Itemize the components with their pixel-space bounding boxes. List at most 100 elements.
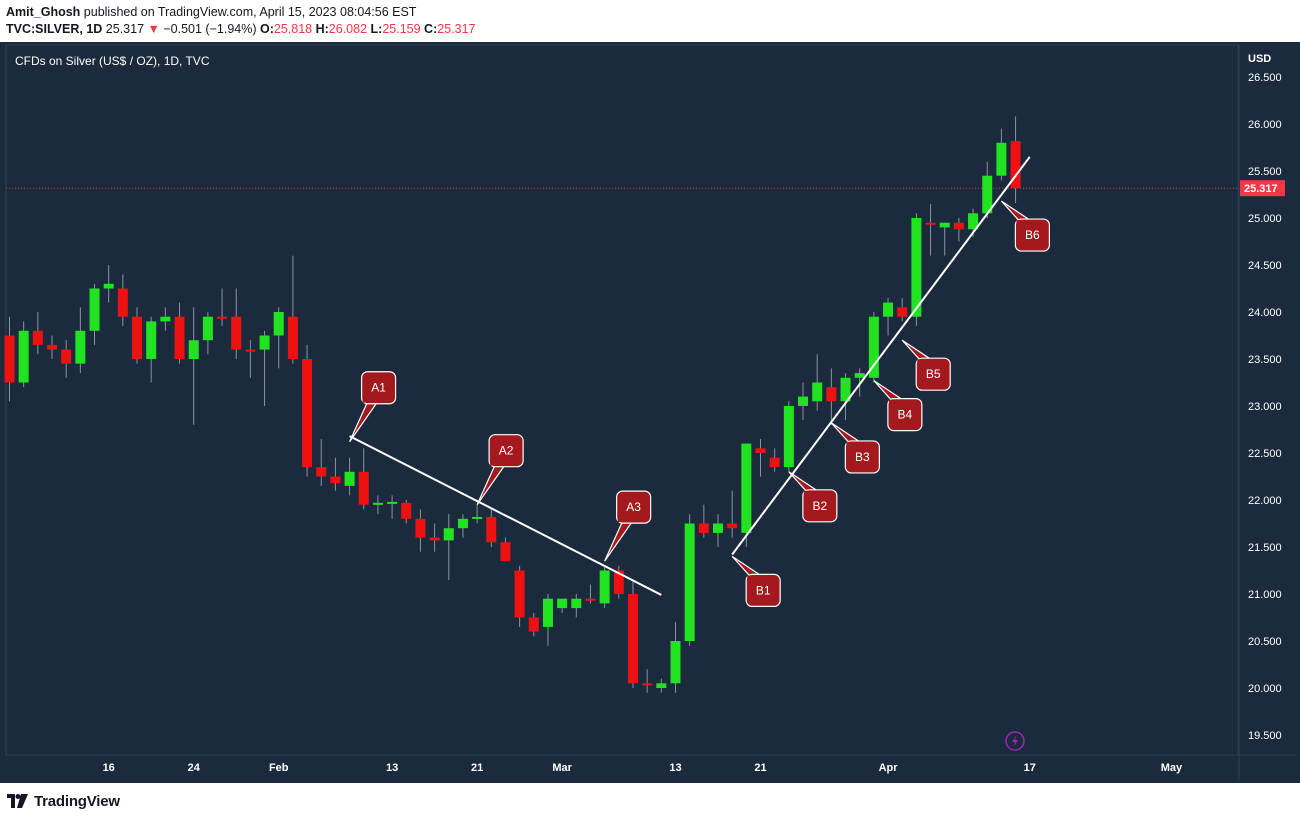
currency-label: USD xyxy=(1248,53,1271,65)
candle xyxy=(75,307,86,374)
candle xyxy=(642,669,653,693)
x-tick-label: May xyxy=(1161,762,1183,774)
candle-body xyxy=(358,471,369,505)
chart-background xyxy=(0,42,1300,783)
down-arrow-icon: ▼ xyxy=(147,22,160,36)
ohlc-open: O:25.818 xyxy=(260,22,316,36)
last-price-tag: 25.317 xyxy=(1240,180,1285,197)
y-tick-label: 26.500 xyxy=(1248,72,1282,84)
candle-body xyxy=(302,359,313,468)
candle xyxy=(32,312,43,355)
lightning-icon[interactable] xyxy=(1005,731,1025,751)
y-tick-label: 25.500 xyxy=(1248,166,1282,178)
y-tick-label: 19.500 xyxy=(1248,730,1282,742)
y-tick-label: 22.000 xyxy=(1248,495,1282,507)
callout-joint xyxy=(747,575,768,579)
candle-body xyxy=(741,443,752,533)
candle-body xyxy=(698,523,709,533)
candle-body xyxy=(883,302,894,317)
annotation-callout[interactable]: B2 xyxy=(788,471,838,523)
candle-body xyxy=(868,316,879,378)
candle-body xyxy=(500,542,511,562)
annotation-callout[interactable]: A1 xyxy=(349,371,397,443)
candle-body xyxy=(897,307,908,317)
candle-body xyxy=(939,222,950,228)
chart-footer: TradingView xyxy=(0,783,1300,819)
trendline-support[interactable] xyxy=(731,156,1031,556)
callout-joint xyxy=(362,399,383,403)
candle-body xyxy=(245,349,256,352)
candle-body xyxy=(372,502,383,505)
author-name[interactable]: Amit_Ghosh xyxy=(6,5,81,19)
annotation-callout[interactable]: B6 xyxy=(1000,200,1051,252)
trendline-resistance[interactable] xyxy=(349,435,662,596)
candle xyxy=(883,297,894,336)
x-tick-label: 21 xyxy=(471,762,483,774)
candle-body xyxy=(344,471,355,486)
ohlc-high-value: 26.082 xyxy=(328,22,368,36)
annotation-callout[interactable]: B1 xyxy=(731,555,781,608)
price-chart[interactable]: A1 A2 A3 B1 B2 B3 B4 B5 B6 19.500 20.000 20.500 21.… xyxy=(0,42,1300,783)
annotation-callout[interactable]: B5 xyxy=(901,339,951,391)
candle xyxy=(656,678,667,693)
candle xyxy=(783,401,794,472)
y-tick-label: 25.000 xyxy=(1248,213,1282,225)
candle-body xyxy=(287,316,298,359)
ohlc-low: L:25.159 xyxy=(371,22,425,36)
candle xyxy=(443,514,454,580)
candle-body xyxy=(826,387,837,402)
ohlc-low-label: L: xyxy=(370,22,383,36)
chart-header: Amit_Ghosh published on TradingView.com,… xyxy=(0,0,1300,42)
candle xyxy=(358,448,369,510)
candle-body xyxy=(415,518,426,538)
ohlc-close: C:25.317 xyxy=(424,22,475,36)
candle xyxy=(542,594,553,646)
candle-body xyxy=(1010,141,1021,189)
ohlc-open-value: 25.818 xyxy=(273,22,313,36)
candle-body xyxy=(798,396,809,406)
candle xyxy=(571,594,582,618)
candle xyxy=(627,579,638,688)
y-tick-label: 22.500 xyxy=(1248,448,1282,460)
annotation-callout[interactable]: A2 xyxy=(476,434,524,506)
candle xyxy=(18,321,29,388)
candle-body xyxy=(585,598,596,601)
y-tick-label: 21.500 xyxy=(1248,542,1282,554)
candle-body xyxy=(217,316,228,319)
annotation-callout[interactable]: B4 xyxy=(873,380,923,432)
y-tick-label: 23.000 xyxy=(1248,401,1282,413)
candle-body xyxy=(47,344,58,350)
chart-frame[interactable]: A1 A2 A3 B1 B2 B3 B4 B5 B6 19.500 20.000 20.500 21.… xyxy=(0,42,1300,783)
candle xyxy=(840,373,851,421)
candle-body xyxy=(953,222,964,230)
candle-body xyxy=(231,316,242,350)
candle xyxy=(245,340,256,378)
annotation-callout[interactable]: B3 xyxy=(830,422,880,474)
candle-body xyxy=(713,523,723,533)
ohlc-close-value: 25.317 xyxy=(437,22,476,36)
ohlc-close-label: C: xyxy=(424,22,438,36)
ohlc-open-label: O: xyxy=(259,22,274,36)
candle xyxy=(982,161,993,218)
candle xyxy=(117,274,128,327)
candle xyxy=(89,283,100,345)
candle-body xyxy=(330,476,341,484)
candle xyxy=(344,457,355,496)
tradingview-logo[interactable]: TradingView xyxy=(7,791,120,811)
callout-joint xyxy=(1016,220,1037,224)
callout-box xyxy=(360,371,397,405)
callout-box xyxy=(616,490,652,524)
callout-box xyxy=(802,489,838,523)
candle xyxy=(202,312,213,355)
callout-joint xyxy=(917,359,938,363)
candle-body xyxy=(103,283,114,289)
candle xyxy=(953,218,964,242)
candle-body xyxy=(443,528,454,541)
candle xyxy=(528,612,539,637)
callout-box xyxy=(745,573,781,608)
x-tick-label: Feb xyxy=(269,762,289,774)
candle xyxy=(500,537,511,562)
ohlc-low-value: 25.159 xyxy=(382,22,421,36)
y-tick-label: 23.500 xyxy=(1248,354,1282,366)
annotation-callout[interactable]: A3 xyxy=(604,490,652,562)
